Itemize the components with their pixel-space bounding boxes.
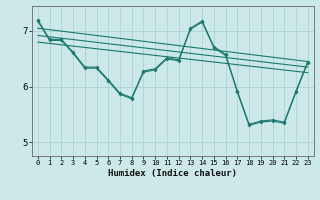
X-axis label: Humidex (Indice chaleur): Humidex (Indice chaleur)	[108, 169, 237, 178]
